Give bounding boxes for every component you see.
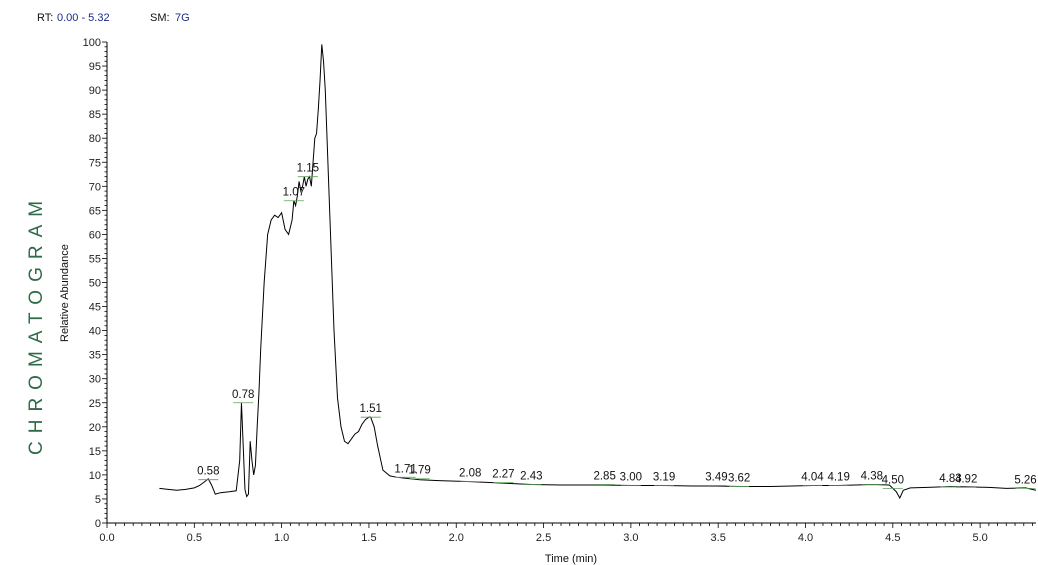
- y-axis-title: Relative Abundance: [59, 244, 71, 342]
- y-tick-label: 65: [89, 205, 101, 217]
- peak-label: 4.92: [955, 473, 977, 485]
- y-tick-label: 70: [89, 181, 101, 193]
- peak-label: 3.49: [705, 471, 727, 483]
- y-tick-label: 25: [89, 398, 101, 410]
- peak-labels: 0.58 0.78 1.07 1.15 1.51 1.711.79 2.08 2.27 2.43…: [197, 163, 1037, 489]
- rt-range-value: 0.00 - 5.32: [57, 12, 110, 24]
- x-tick-label: 5.0: [972, 532, 987, 544]
- y-tick-label: 15: [89, 446, 101, 458]
- y-tick-label: 35: [89, 350, 101, 362]
- y-tick-label: 20: [89, 422, 101, 434]
- side-title: CHROMATOGRAM: [26, 193, 47, 455]
- y-tick-label: 0: [95, 518, 101, 530]
- y-axis: 0 5 10 15 20 25 30 35 40 45 50 55 60 65 70 75 80 85 90 95 10…: [83, 37, 108, 530]
- y-tick-label: 50: [89, 278, 101, 290]
- y-tick-label: 55: [89, 253, 101, 265]
- x-tick-label: 4.0: [798, 532, 813, 544]
- peak-label: 3.19: [653, 471, 675, 483]
- x-axis-title: Time (min): [545, 553, 597, 565]
- y-tick-label: 5: [95, 494, 101, 506]
- peak-label: 1.51: [359, 403, 381, 415]
- x-tick-label: 3.0: [623, 532, 638, 544]
- y-tick-label: 90: [89, 85, 101, 97]
- chromatogram-trace: [159, 44, 1037, 500]
- y-tick-label: 75: [89, 157, 101, 169]
- x-tick-label: 3.5: [711, 532, 726, 544]
- x-axis: 0.0 0.5 1.0 1.5 2.0 2.5 3.0 3.5 4.0 4.5 5.0: [99, 522, 1036, 544]
- rt-label: RT:: [37, 12, 53, 24]
- y-tick-label: 10: [89, 470, 101, 482]
- x-tick-label: 1.0: [274, 532, 289, 544]
- sm-value: 7G: [175, 12, 190, 24]
- peak-label: 4.38: [861, 471, 883, 483]
- peak-label: 2.43: [520, 471, 542, 483]
- y-tick-label: 85: [89, 109, 101, 121]
- peak-label: 4.19: [827, 471, 849, 483]
- y-tick-label: 30: [89, 374, 101, 386]
- peak-label: 1.15: [297, 163, 319, 175]
- x-tick-label: 1.5: [361, 532, 376, 544]
- peak-label: 3.00: [620, 471, 642, 483]
- peak-label: 2.27: [492, 469, 514, 481]
- peak-label: 3.62: [728, 472, 750, 484]
- x-tick-label: 4.5: [885, 532, 900, 544]
- peak-label: 0.58: [197, 466, 219, 478]
- peak-label: 1.07: [283, 187, 305, 199]
- x-tick-label: 2.5: [536, 532, 551, 544]
- peak-label: 2.85: [593, 471, 615, 483]
- x-tick-label: 0.0: [99, 532, 114, 544]
- y-tick-label: 40: [89, 326, 101, 338]
- sm-label: SM:: [150, 12, 170, 24]
- y-tick-label: 80: [89, 133, 101, 145]
- x-tick-label: 0.5: [187, 532, 202, 544]
- peak-label: 2.08: [459, 468, 481, 480]
- peak-label: 4.04: [801, 471, 824, 483]
- peak-label: 1.79: [408, 465, 430, 477]
- y-tick-label: 45: [89, 302, 101, 314]
- y-tick-label: 95: [89, 61, 101, 73]
- peak-label: 0.78: [232, 389, 254, 401]
- x-tick-label: 2.0: [449, 532, 464, 544]
- y-tick-label: 60: [89, 229, 101, 241]
- peak-label: 1.71: [394, 463, 416, 475]
- peak-label: 5.26: [1014, 474, 1036, 486]
- peak-label: 4.50: [882, 474, 904, 486]
- y-tick-label: 100: [83, 37, 101, 49]
- peak-label: 4.83: [939, 473, 961, 485]
